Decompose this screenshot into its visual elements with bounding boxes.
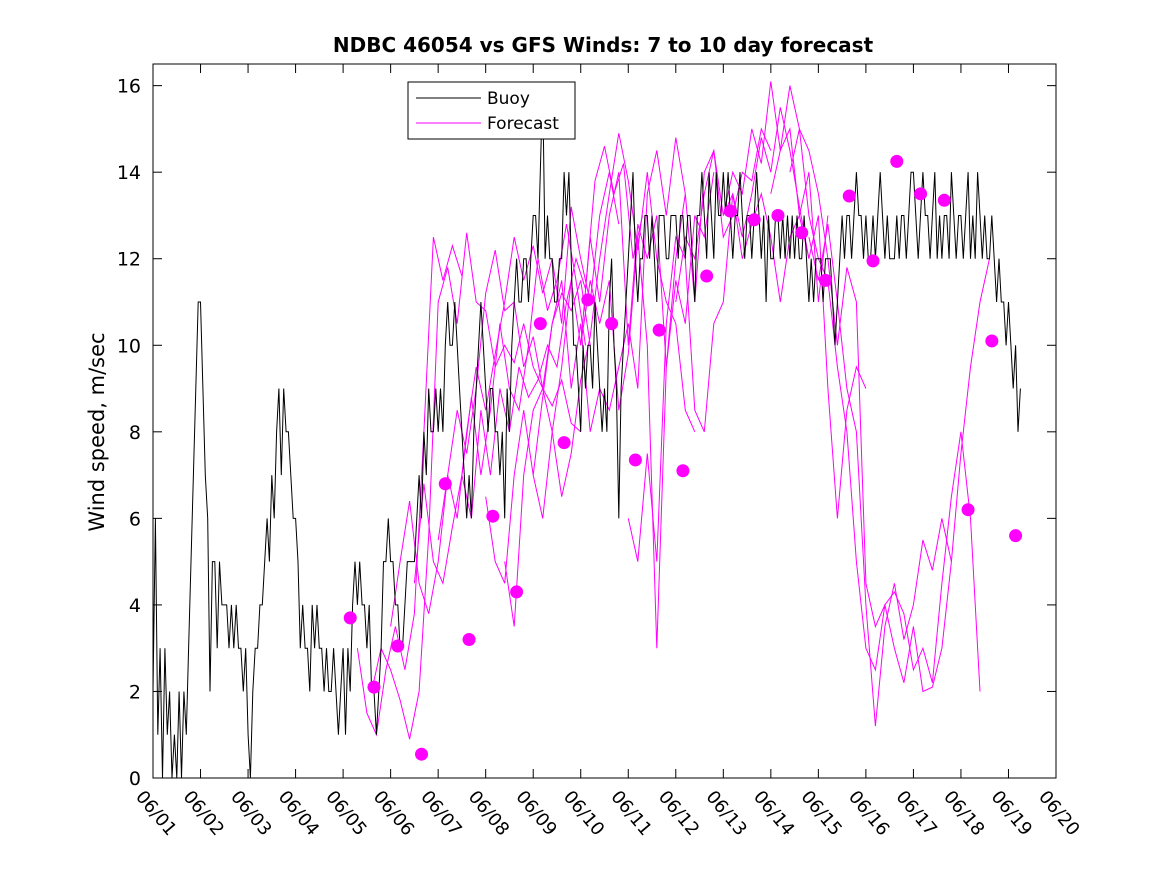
chart-title: NDBC 46054 vs GFS Winds: 7 to 10 day for… <box>333 33 874 57</box>
forecast-point-28 <box>1009 529 1023 543</box>
forecast-point-16 <box>723 204 737 218</box>
forecast-trace-15 <box>808 224 952 727</box>
legend-label-buoy: Buoy <box>487 89 530 109</box>
forecast-point-26 <box>961 503 975 517</box>
forecast-trace-2 <box>390 249 591 627</box>
y-tick-label: 0 <box>129 768 141 790</box>
y-tick-label: 16 <box>117 76 141 98</box>
forecast-point-13 <box>652 323 666 337</box>
forecast-trace-13 <box>770 85 990 693</box>
forecast-point-20 <box>818 273 832 287</box>
forecast-point-5 <box>462 633 476 647</box>
forecast-point-3 <box>415 747 429 761</box>
forecast-point-19 <box>795 226 809 240</box>
forecast-point-21 <box>842 189 856 203</box>
forecast-trace-11 <box>675 81 829 303</box>
forecast-point-9 <box>557 436 571 450</box>
forecast-trace-3 <box>413 224 586 586</box>
forecast-point-12 <box>628 453 642 467</box>
y-tick-label: 12 <box>117 249 141 271</box>
legend-box <box>407 81 576 140</box>
legend: Buoy Forecast <box>407 81 576 140</box>
forecast-trace-1 <box>371 232 582 740</box>
forecast-point-23 <box>890 154 904 168</box>
forecast-point-22 <box>866 254 880 268</box>
forecast-trace-0 <box>356 236 463 737</box>
forecast-point-7 <box>510 585 524 599</box>
y-tick-label: 10 <box>117 335 141 357</box>
legend-label-forecast: Forecast <box>487 114 559 134</box>
forecast-point-8 <box>533 317 547 331</box>
forecast-point-24 <box>914 187 928 201</box>
y-tick-label: 6 <box>129 508 141 530</box>
forecast-point-0 <box>343 611 357 625</box>
forecast-point-27 <box>985 334 999 348</box>
forecast-point-2 <box>391 639 405 653</box>
forecast-point-11 <box>605 317 619 331</box>
forecast-point-10 <box>581 293 595 307</box>
forecast-point-15 <box>700 269 714 283</box>
y-axis-label: Wind speed, m/sec <box>85 332 109 531</box>
y-tick-label: 4 <box>129 595 141 617</box>
forecast-point-4 <box>438 477 452 491</box>
buoy-line <box>153 85 1021 778</box>
forecast-point-25 <box>937 193 951 207</box>
forecast-trace-6 <box>485 137 686 584</box>
forecast-point-1 <box>367 680 381 694</box>
y-tick-label: 14 <box>117 162 141 184</box>
y-tick-label: 8 <box>129 422 141 444</box>
forecast-trace-10 <box>627 191 810 562</box>
forecast-point-17 <box>747 213 761 227</box>
forecast-point-14 <box>676 464 690 478</box>
axes-box <box>152 63 1057 779</box>
forecast-trace-8 <box>532 172 715 519</box>
forecast-point-18 <box>771 208 785 222</box>
forecast-trace-7 <box>504 133 696 627</box>
forecast-point-6 <box>486 509 500 523</box>
y-tick-label: 2 <box>129 681 141 703</box>
plot-clip-group <box>153 81 1023 778</box>
forecast-trace-5 <box>461 146 643 519</box>
plot-area <box>153 81 1023 778</box>
